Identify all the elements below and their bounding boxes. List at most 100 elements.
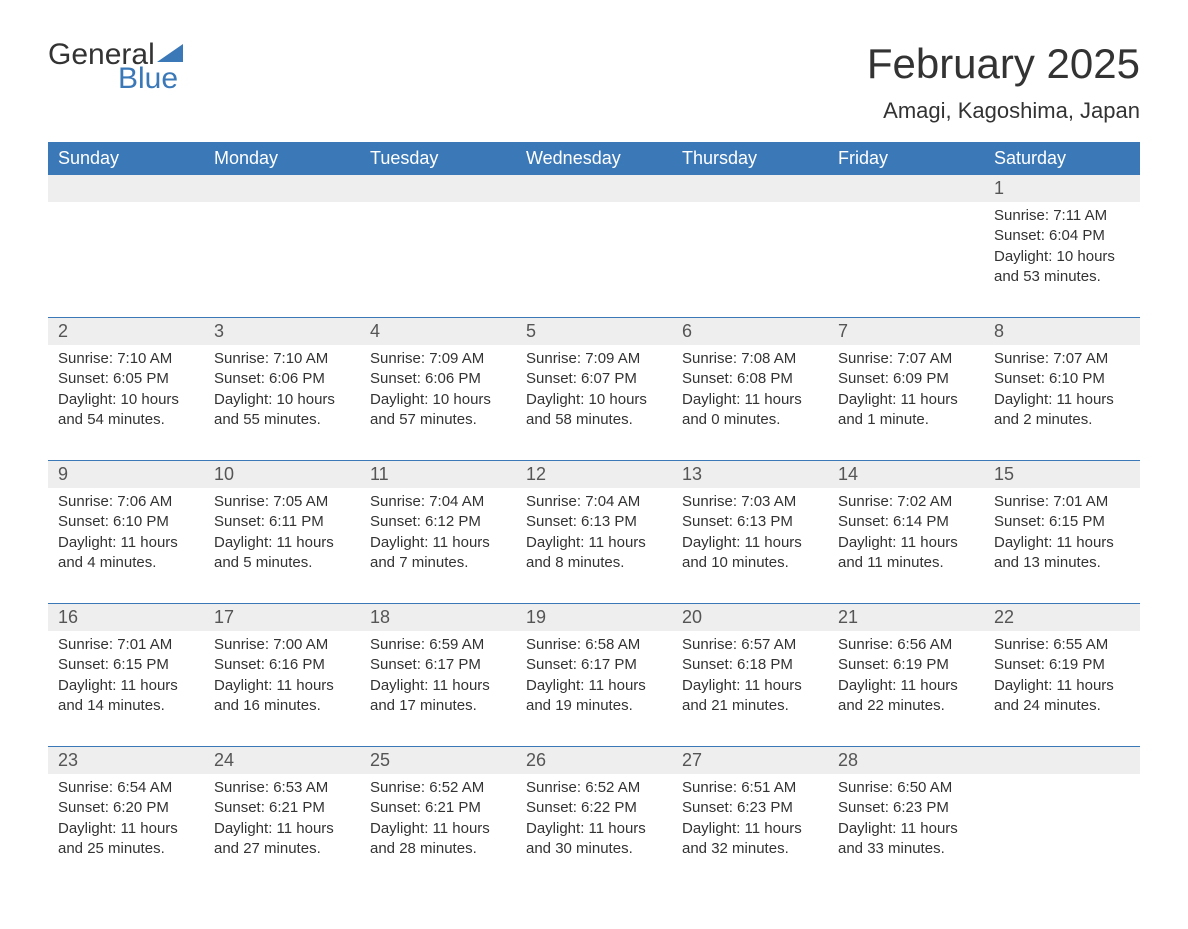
sunset-text: Sunset: 6:04 PM <box>994 226 1130 246</box>
day-number-cell: 2 <box>48 318 204 346</box>
day-content-cell: Sunrise: 7:10 AMSunset: 6:05 PMDaylight:… <box>48 345 204 461</box>
day-number-cell: 3 <box>204 318 360 346</box>
daylight-text: Daylight: 11 hours and 0 minutes. <box>682 390 818 431</box>
col-saturday: Saturday <box>984 142 1140 175</box>
sunset-text: Sunset: 6:12 PM <box>370 512 506 532</box>
sunrise-text: Sunrise: 6:53 AM <box>214 778 350 798</box>
day-content-cell: Sunrise: 7:02 AMSunset: 6:14 PMDaylight:… <box>828 488 984 604</box>
day-number-row: 2345678 <box>48 318 1140 346</box>
day-number-cell: 23 <box>48 747 204 775</box>
day-content-cell: Sunrise: 7:01 AMSunset: 6:15 PMDaylight:… <box>984 488 1140 604</box>
sunset-text: Sunset: 6:19 PM <box>994 655 1130 675</box>
daylight-text: Daylight: 11 hours and 1 minute. <box>838 390 974 431</box>
day-number-cell <box>828 175 984 202</box>
daylight-text: Daylight: 11 hours and 5 minutes. <box>214 533 350 574</box>
day-content-cell: Sunrise: 7:09 AMSunset: 6:07 PMDaylight:… <box>516 345 672 461</box>
day-number-cell: 18 <box>360 604 516 632</box>
page-header: General Blue February 2025 Amagi, Kagosh… <box>48 40 1140 124</box>
sunset-text: Sunset: 6:13 PM <box>682 512 818 532</box>
day-number-cell: 26 <box>516 747 672 775</box>
day-number-cell: 28 <box>828 747 984 775</box>
sunset-text: Sunset: 6:14 PM <box>838 512 974 532</box>
daylight-text: Daylight: 10 hours and 54 minutes. <box>58 390 194 431</box>
daylight-text: Daylight: 11 hours and 4 minutes. <box>58 533 194 574</box>
sunset-text: Sunset: 6:21 PM <box>214 798 350 818</box>
day-content-cell: Sunrise: 7:05 AMSunset: 6:11 PMDaylight:… <box>204 488 360 604</box>
sunrise-text: Sunrise: 7:04 AM <box>370 492 506 512</box>
sunset-text: Sunset: 6:15 PM <box>58 655 194 675</box>
daylight-text: Daylight: 11 hours and 13 minutes. <box>994 533 1130 574</box>
day-content-row: Sunrise: 7:11 AMSunset: 6:04 PMDaylight:… <box>48 202 1140 318</box>
location-subtitle: Amagi, Kagoshima, Japan <box>867 98 1140 124</box>
sunset-text: Sunset: 6:18 PM <box>682 655 818 675</box>
daylight-text: Daylight: 11 hours and 28 minutes. <box>370 819 506 860</box>
day-content-cell <box>360 202 516 318</box>
title-block: February 2025 Amagi, Kagoshima, Japan <box>867 40 1140 124</box>
day-number-cell: 6 <box>672 318 828 346</box>
daylight-text: Daylight: 11 hours and 24 minutes. <box>994 676 1130 717</box>
day-content-cell: Sunrise: 6:55 AMSunset: 6:19 PMDaylight:… <box>984 631 1140 747</box>
day-content-cell: Sunrise: 6:53 AMSunset: 6:21 PMDaylight:… <box>204 774 360 889</box>
day-content-cell: Sunrise: 7:00 AMSunset: 6:16 PMDaylight:… <box>204 631 360 747</box>
day-number-cell: 14 <box>828 461 984 489</box>
day-number-cell: 8 <box>984 318 1140 346</box>
logo-text-blue: Blue <box>118 64 183 94</box>
sunrise-text: Sunrise: 7:09 AM <box>370 349 506 369</box>
day-content-cell: Sunrise: 7:09 AMSunset: 6:06 PMDaylight:… <box>360 345 516 461</box>
day-content-row: Sunrise: 7:10 AMSunset: 6:05 PMDaylight:… <box>48 345 1140 461</box>
daylight-text: Daylight: 10 hours and 58 minutes. <box>526 390 662 431</box>
calendar-table: Sunday Monday Tuesday Wednesday Thursday… <box>48 142 1140 889</box>
sunrise-text: Sunrise: 7:07 AM <box>994 349 1130 369</box>
daylight-text: Daylight: 11 hours and 19 minutes. <box>526 676 662 717</box>
day-number-row: 1 <box>48 175 1140 202</box>
daylight-text: Daylight: 11 hours and 2 minutes. <box>994 390 1130 431</box>
sunrise-text: Sunrise: 7:04 AM <box>526 492 662 512</box>
daylight-text: Daylight: 10 hours and 57 minutes. <box>370 390 506 431</box>
day-content-cell: Sunrise: 6:58 AMSunset: 6:17 PMDaylight:… <box>516 631 672 747</box>
day-content-cell: Sunrise: 6:51 AMSunset: 6:23 PMDaylight:… <box>672 774 828 889</box>
daylight-text: Daylight: 11 hours and 25 minutes. <box>58 819 194 860</box>
daylight-text: Daylight: 11 hours and 16 minutes. <box>214 676 350 717</box>
day-number-cell: 22 <box>984 604 1140 632</box>
sunset-text: Sunset: 6:20 PM <box>58 798 194 818</box>
day-number-cell <box>360 175 516 202</box>
day-content-cell: Sunrise: 7:03 AMSunset: 6:13 PMDaylight:… <box>672 488 828 604</box>
sunrise-text: Sunrise: 7:03 AM <box>682 492 818 512</box>
sunrise-text: Sunrise: 7:10 AM <box>214 349 350 369</box>
sunrise-text: Sunrise: 6:56 AM <box>838 635 974 655</box>
day-content-cell: Sunrise: 7:04 AMSunset: 6:12 PMDaylight:… <box>360 488 516 604</box>
sunrise-text: Sunrise: 7:00 AM <box>214 635 350 655</box>
sunset-text: Sunset: 6:16 PM <box>214 655 350 675</box>
daylight-text: Daylight: 11 hours and 22 minutes. <box>838 676 974 717</box>
daylight-text: Daylight: 11 hours and 17 minutes. <box>370 676 506 717</box>
daylight-text: Daylight: 10 hours and 55 minutes. <box>214 390 350 431</box>
day-content-cell <box>984 774 1140 889</box>
sunrise-text: Sunrise: 6:54 AM <box>58 778 194 798</box>
daylight-text: Daylight: 11 hours and 10 minutes. <box>682 533 818 574</box>
daylight-text: Daylight: 11 hours and 32 minutes. <box>682 819 818 860</box>
day-number-cell <box>984 747 1140 775</box>
sunset-text: Sunset: 6:05 PM <box>58 369 194 389</box>
sunset-text: Sunset: 6:07 PM <box>526 369 662 389</box>
sunrise-text: Sunrise: 7:02 AM <box>838 492 974 512</box>
sunset-text: Sunset: 6:11 PM <box>214 512 350 532</box>
day-number-cell: 10 <box>204 461 360 489</box>
sunrise-text: Sunrise: 7:01 AM <box>994 492 1130 512</box>
sunset-text: Sunset: 6:19 PM <box>838 655 974 675</box>
day-content-cell: Sunrise: 7:08 AMSunset: 6:08 PMDaylight:… <box>672 345 828 461</box>
day-number-cell: 25 <box>360 747 516 775</box>
daylight-text: Daylight: 11 hours and 14 minutes. <box>58 676 194 717</box>
weekday-header-row: Sunday Monday Tuesday Wednesday Thursday… <box>48 142 1140 175</box>
day-content-cell: Sunrise: 7:04 AMSunset: 6:13 PMDaylight:… <box>516 488 672 604</box>
col-wednesday: Wednesday <box>516 142 672 175</box>
sunset-text: Sunset: 6:23 PM <box>682 798 818 818</box>
day-number-cell: 21 <box>828 604 984 632</box>
sunrise-text: Sunrise: 7:11 AM <box>994 206 1130 226</box>
sunset-text: Sunset: 6:08 PM <box>682 369 818 389</box>
daylight-text: Daylight: 11 hours and 33 minutes. <box>838 819 974 860</box>
day-number-cell: 13 <box>672 461 828 489</box>
day-number-cell: 16 <box>48 604 204 632</box>
day-content-cell: Sunrise: 7:11 AMSunset: 6:04 PMDaylight:… <box>984 202 1140 318</box>
day-number-cell <box>204 175 360 202</box>
day-content-cell: Sunrise: 6:54 AMSunset: 6:20 PMDaylight:… <box>48 774 204 889</box>
